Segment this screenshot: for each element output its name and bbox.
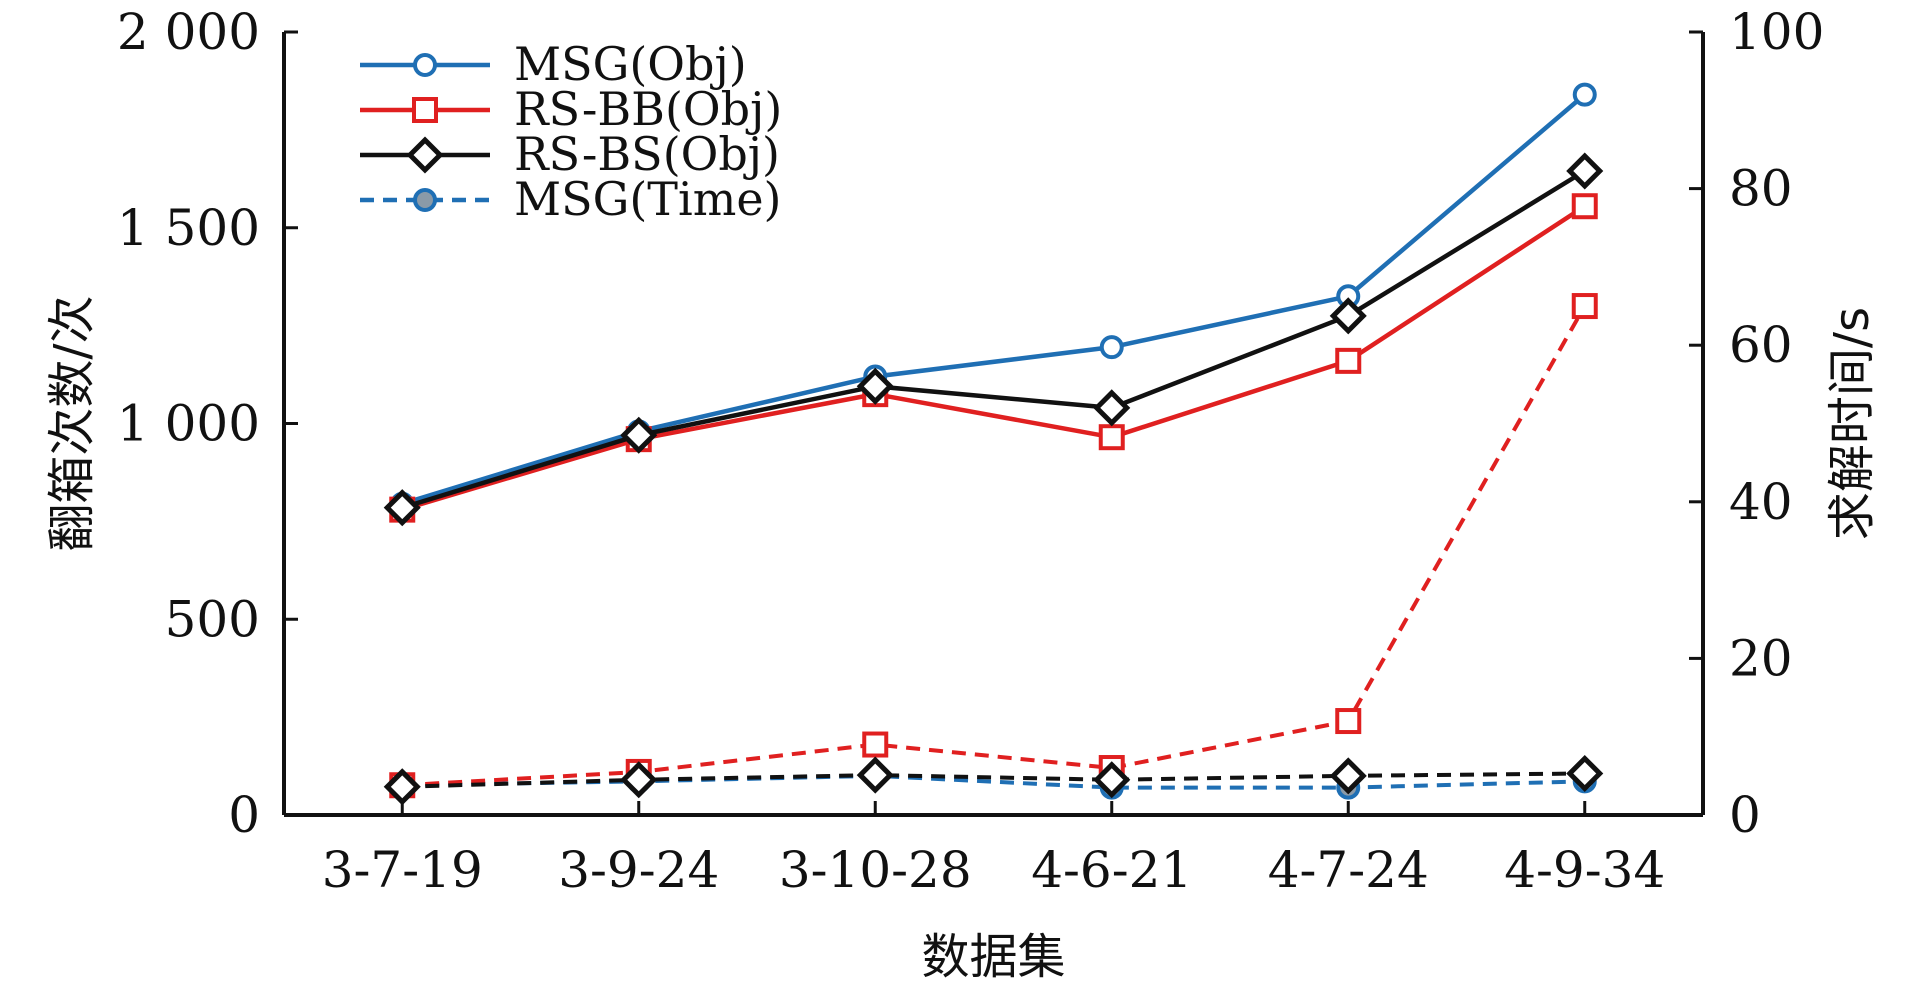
legend-item: RS-BS(Obj) <box>360 127 780 181</box>
data-point-marker <box>1566 152 1604 190</box>
legend-item: RS-BB(Obj) <box>360 82 782 136</box>
series-rs-bb-time- <box>389 293 1598 799</box>
data-point-marker <box>383 768 421 806</box>
y-right-tick-label: 60 <box>1729 316 1793 374</box>
data-point-marker <box>1571 293 1598 320</box>
data-point-marker <box>1093 389 1131 427</box>
data-point-marker <box>1572 82 1597 107</box>
y-axis-left-title: 翻箱次数/次 <box>44 295 100 551</box>
y-left-tick-label: 1 500 <box>117 199 260 257</box>
x-tick-label: 3-10-28 <box>779 841 972 899</box>
data-point-marker <box>413 188 437 212</box>
y-left-tick-label: 500 <box>165 590 260 648</box>
legend-label: RS-BB(Obj) <box>514 82 782 136</box>
data-point-marker <box>1093 761 1131 799</box>
data-point-marker <box>1098 424 1125 451</box>
data-point-marker <box>1335 347 1362 374</box>
y-right-tick-label: 40 <box>1729 473 1793 531</box>
x-tick-label: 3-9-24 <box>558 841 719 899</box>
y-right-tick-label: 20 <box>1729 629 1793 687</box>
y-left-tick-label: 1 000 <box>117 395 260 453</box>
series-line <box>402 773 1585 790</box>
y-left-tick-label: 0 <box>228 786 260 844</box>
data-point-marker <box>856 756 894 794</box>
x-tick-label: 4-6-21 <box>1031 841 1192 899</box>
data-point-marker <box>620 761 658 799</box>
data-point-marker <box>383 489 421 527</box>
series-line <box>401 169 1586 510</box>
data-point-marker <box>862 731 889 758</box>
data-point-marker <box>1329 297 1367 335</box>
y-left-tick-label: 2 000 <box>117 3 260 61</box>
y-axis-right-title: 求解时间/s <box>1824 307 1880 540</box>
x-tick-label: 4-9-34 <box>1504 841 1665 899</box>
legend-label: MSG(Time) <box>514 172 782 226</box>
data-point-marker <box>620 416 658 454</box>
series-rs-bb-obj- <box>389 193 1598 523</box>
series-line <box>401 92 1587 506</box>
series-line <box>401 204 1586 512</box>
legend-item: MSG(Time) <box>360 172 782 226</box>
y-right-tick-label: 100 <box>1729 3 1824 61</box>
data-point-marker <box>1099 335 1124 360</box>
y-right-tick-label: 80 <box>1729 160 1793 218</box>
data-point-marker <box>412 97 438 123</box>
legend-item: MSG(Obj) <box>360 37 747 91</box>
series-line <box>402 305 1587 788</box>
data-point-marker <box>1566 754 1604 793</box>
legend: MSG(Obj)RS-BB(Obj)RS-BS(Obj)MSG(Time) <box>360 37 782 226</box>
series-rs-bs-obj- <box>383 152 1604 527</box>
x-axis-title: 数据集 <box>921 929 1065 985</box>
series-rs-bs-time- <box>383 754 1604 806</box>
legend-label: MSG(Obj) <box>514 37 747 91</box>
x-tick-label: 3-7-19 <box>322 841 483 899</box>
series-layer <box>383 82 1604 806</box>
series-line <box>402 771 1585 789</box>
data-point-marker <box>413 53 437 77</box>
data-point-marker <box>1329 757 1367 795</box>
data-point-marker <box>406 136 444 174</box>
y-right-tick-label: 0 <box>1729 786 1761 844</box>
data-point-marker <box>856 367 894 405</box>
axes-layer: 0 500 1 000 1 500 2 000 0 20 40 60 80 100 3-7-19 3-9… <box>117 3 1825 899</box>
data-point-marker <box>1335 708 1362 735</box>
data-point-marker <box>1571 193 1598 220</box>
x-tick-label: 4-7-24 <box>1268 841 1429 899</box>
legend-label: RS-BS(Obj) <box>514 127 780 181</box>
